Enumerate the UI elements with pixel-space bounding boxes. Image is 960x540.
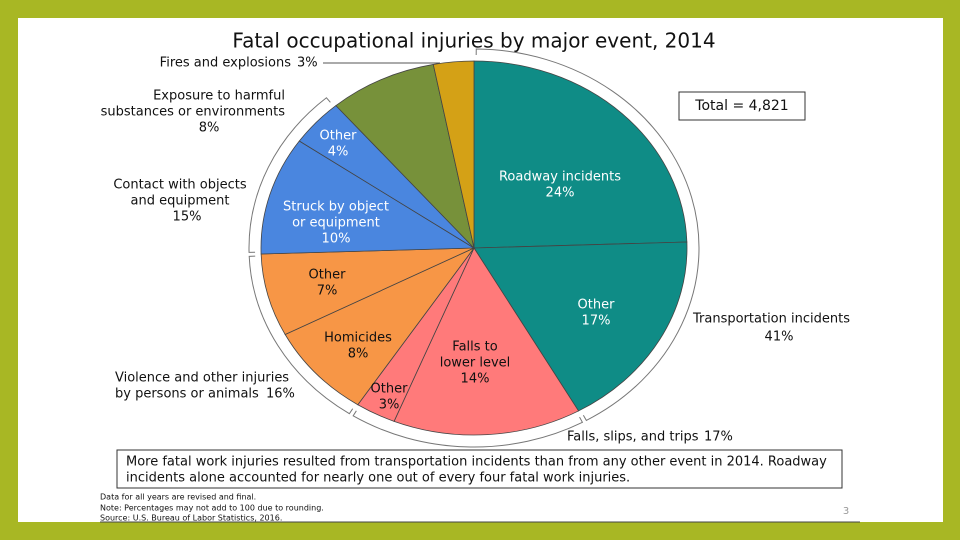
slice-label: Homicides xyxy=(324,331,392,346)
pie-slice xyxy=(335,63,475,250)
total-box xyxy=(678,91,806,121)
slice-label: Struck by object xyxy=(283,200,389,215)
group-value-label: 15% xyxy=(173,210,202,225)
slice-label: or equipment xyxy=(292,216,380,231)
callout-box xyxy=(116,449,843,489)
group-value-label: 41% xyxy=(765,330,794,345)
group-bracket xyxy=(248,255,354,415)
slice-label: Other xyxy=(320,129,358,144)
group-label: and equipment xyxy=(131,194,230,209)
group-bracket xyxy=(475,48,700,422)
slice-value-label: 10% xyxy=(322,232,351,247)
group-value-label: 17% xyxy=(704,430,733,445)
slice-value-label: 3% xyxy=(297,56,318,71)
footnote: Data for all years are revised and final… xyxy=(100,493,256,502)
slice-value-label: 8% xyxy=(348,347,369,362)
slice-label: substances or environments xyxy=(101,105,286,120)
group-label: Transportation incidents xyxy=(692,312,850,327)
slice-label: lower level xyxy=(440,356,511,371)
group-bracket xyxy=(352,410,584,448)
group-label: Falls, slips, and trips xyxy=(567,430,699,445)
pie-slice xyxy=(393,247,580,436)
slice-label: Other xyxy=(309,268,347,283)
slice-label: Other xyxy=(371,382,409,397)
slice-value-label: 24% xyxy=(546,186,575,201)
slice-value-label: 17% xyxy=(582,314,611,329)
slice-label: Falls to xyxy=(452,340,497,355)
slice-label: Other xyxy=(578,298,616,313)
total-label: Total = 4,821 xyxy=(694,98,788,114)
footnote: Note: Percentages may not add to 100 due… xyxy=(100,504,324,513)
group-bracket xyxy=(248,97,331,253)
group-label: by persons or animals xyxy=(115,387,259,402)
slice-value-label: 4% xyxy=(328,145,349,160)
pie-slice xyxy=(432,60,475,249)
pie-slice xyxy=(473,241,688,412)
slice-value-label: 8% xyxy=(199,121,220,136)
slice-value-label: 7% xyxy=(317,284,338,299)
slice-value-label: 14% xyxy=(461,372,490,387)
group-label: Violence and other injuries xyxy=(115,371,289,386)
group-label: Contact with objects xyxy=(113,178,246,193)
pie-slice xyxy=(473,60,688,249)
callout-text: incidents alone accounted for nearly one… xyxy=(126,471,630,486)
chart-title: Fatal occupational injuries by major eve… xyxy=(232,29,715,53)
footnote: Source: U.S. Bureau of Labor Statistics,… xyxy=(100,514,282,523)
slice-label: Fires and explosions xyxy=(160,56,292,71)
callout-text: More fatal work injuries resulted from t… xyxy=(126,455,827,470)
page-number: 3 xyxy=(843,506,849,517)
pie-slice xyxy=(284,247,475,406)
group-value-label: 16% xyxy=(266,387,295,402)
pie-slice xyxy=(260,140,476,255)
slice-label: Roadway incidents xyxy=(499,170,621,185)
slice-value-label: 3% xyxy=(379,398,400,413)
slice-label: Exposure to harmful xyxy=(153,89,285,104)
